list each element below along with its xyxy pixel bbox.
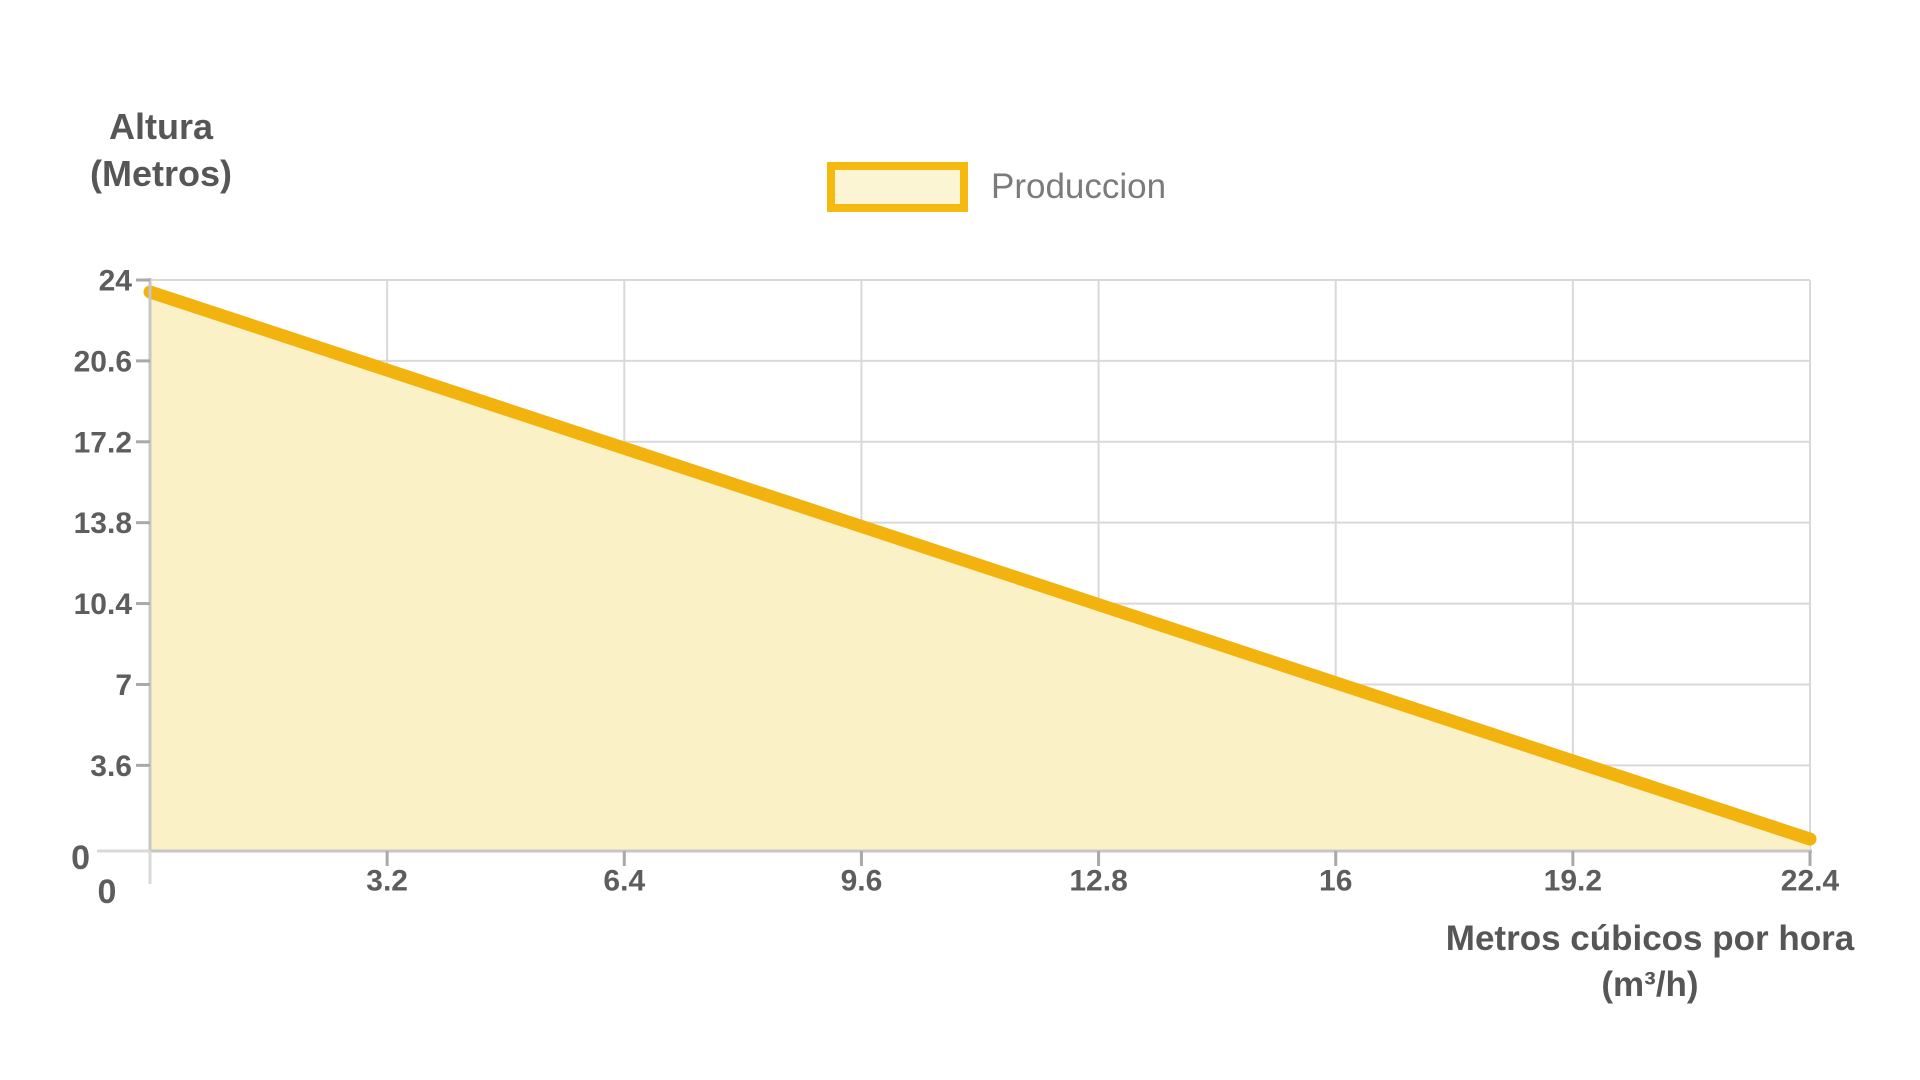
x-axis-title-line1: Metros cúbicos por hora [1445, 919, 1855, 958]
x-axis-tick-label: 12.8 [1069, 865, 1127, 898]
legend-label-produccion: Produccion [991, 167, 1167, 206]
y-axis-title-line1: Altura [108, 106, 213, 147]
y-axis-tick-label: 10.4 [74, 588, 133, 621]
x-axis-tick-label: 6.4 [603, 865, 645, 898]
y-axis-title-line2: (Metros) [90, 153, 232, 194]
x-axis-tick-label: 16 [1319, 865, 1352, 898]
y-axis-tick-label: 7 [115, 669, 132, 702]
y-axis-tick-label: 24 [99, 265, 133, 298]
y-axis-tick-label: 3.6 [90, 750, 132, 783]
y-axis-tick-label: 20.6 [74, 345, 132, 378]
x-axis-title: Metros cúbicos por hora (m³/h) [1393, 916, 1907, 1008]
y-axis-tick-label: 13.8 [74, 507, 132, 540]
production-line [143, 285, 1817, 846]
y-axis-zero-label: 0 [71, 839, 90, 877]
x-axis-title-line2: (m³/h) [1601, 965, 1699, 1004]
x-axis-tick-label: 9.6 [841, 865, 883, 898]
legend-swatch-produccion [827, 162, 968, 212]
y-axis-tick-label: 17.2 [74, 426, 132, 459]
x-axis-zero-label: 0 [98, 873, 117, 911]
legend: Produccion [827, 162, 1166, 212]
x-axis-tick-label: 19.2 [1544, 865, 1602, 898]
x-axis-tick-label: 22.4 [1781, 865, 1840, 898]
x-axis-tick-label: 3.2 [366, 865, 408, 898]
y-axis-title: Altura (Metros) [58, 103, 264, 197]
